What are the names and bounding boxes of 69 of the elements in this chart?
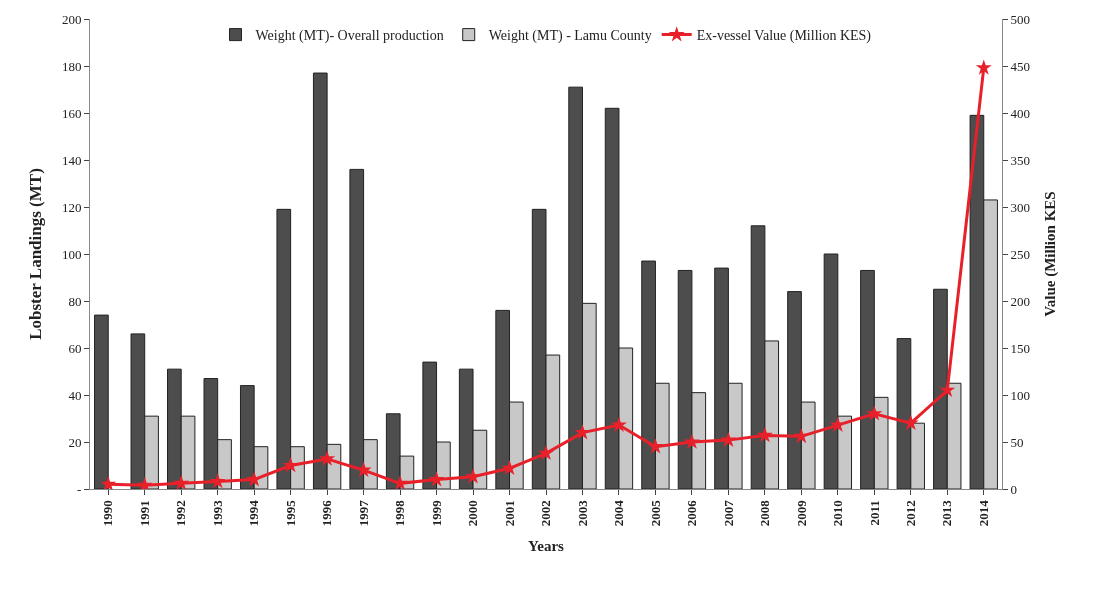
x-tick-label: 2005 bbox=[647, 499, 663, 527]
y-tick-label: 100 bbox=[61, 246, 82, 262]
y-axis-title: Lobster Landings (MT) bbox=[26, 168, 46, 340]
point bbox=[756, 427, 773, 443]
y-tick-label: 80 bbox=[68, 293, 82, 309]
y-tick-label: - bbox=[77, 481, 82, 497]
point bbox=[209, 473, 226, 489]
x-tick-label: 2014 bbox=[975, 499, 991, 527]
y2-tick-label: 0 bbox=[1010, 481, 1018, 497]
x-tick-label: 2002 bbox=[538, 500, 554, 527]
y2-tick-label: 250 bbox=[1010, 246, 1031, 262]
y2-axis-title: Value (Million KES bbox=[1042, 191, 1060, 317]
x-tick-label: 1997 bbox=[355, 499, 371, 527]
y-tick-label: 120 bbox=[61, 199, 82, 215]
y2-tick-label: 100 bbox=[1010, 387, 1031, 403]
y2-tick-label: 400 bbox=[1010, 105, 1031, 121]
point bbox=[866, 405, 883, 421]
x-axis-title: Years bbox=[528, 538, 565, 555]
y-tick-label: 180 bbox=[61, 58, 82, 74]
x-tick-label: 2010 bbox=[830, 500, 846, 527]
point bbox=[428, 471, 445, 487]
y2-tick-label: 200 bbox=[1010, 293, 1031, 309]
y-tick-label: 200 bbox=[61, 11, 82, 27]
point bbox=[319, 450, 336, 466]
x-tick-label: 2011 bbox=[866, 500, 882, 526]
y-tick-label: 40 bbox=[68, 387, 82, 403]
point bbox=[647, 438, 664, 454]
point bbox=[100, 475, 117, 489]
x-tick-label: 1993 bbox=[209, 499, 225, 527]
y2-tick-label: 500 bbox=[1010, 11, 1031, 27]
point bbox=[683, 433, 700, 449]
x-tick-label: 1996 bbox=[319, 499, 335, 527]
point bbox=[538, 444, 554, 461]
y-tick-label: 160 bbox=[61, 105, 82, 121]
y2-tick-label: 150 bbox=[1010, 340, 1031, 356]
point bbox=[173, 474, 190, 489]
y-tick-label: 140 bbox=[61, 152, 82, 168]
x-tick-label: 1994 bbox=[246, 499, 262, 527]
y2-tick-label: 300 bbox=[1010, 199, 1031, 215]
legend-label: Ex-vessel Value (Million KES) bbox=[696, 28, 872, 45]
point bbox=[501, 459, 518, 476]
point bbox=[610, 416, 627, 432]
x-tick-label: 1990 bbox=[100, 500, 116, 527]
x-tick-label: 2012 bbox=[903, 500, 919, 527]
x-tick-label: 2013 bbox=[939, 499, 955, 527]
y-tick-label: 20 bbox=[68, 434, 82, 450]
x-tick-label: 2008 bbox=[757, 499, 773, 527]
x-tick-label: 2009 bbox=[793, 499, 809, 527]
point bbox=[720, 431, 737, 447]
x-tick-label: 1992 bbox=[173, 500, 189, 527]
x-tick-label: 1998 bbox=[392, 499, 408, 527]
x-tick-label: 1995 bbox=[282, 499, 298, 527]
point bbox=[975, 59, 992, 75]
x-tick-label: 2004 bbox=[611, 499, 627, 527]
x-tick-label: 2000 bbox=[465, 500, 481, 527]
x-tick-label: 1999 bbox=[428, 499, 444, 527]
y-tick-label: 60 bbox=[68, 340, 82, 356]
y2-tick-label: 350 bbox=[1010, 152, 1031, 168]
x-tick-label: 2001 bbox=[501, 500, 517, 527]
y2-tick-label: 50 bbox=[1010, 434, 1024, 450]
point bbox=[939, 381, 956, 398]
y2-tick-label: 450 bbox=[1010, 58, 1031, 74]
x-tick-label: 2003 bbox=[574, 499, 590, 527]
x-tick-label: 2006 bbox=[684, 499, 700, 527]
x-tick-label: 2007 bbox=[720, 499, 736, 527]
legend-label: Weight (MT)- Overall production bbox=[255, 28, 444, 45]
point bbox=[246, 471, 263, 487]
x-tick-label: 1991 bbox=[136, 500, 152, 527]
legend-label: Weight (MT) - Lamu County bbox=[488, 28, 652, 45]
